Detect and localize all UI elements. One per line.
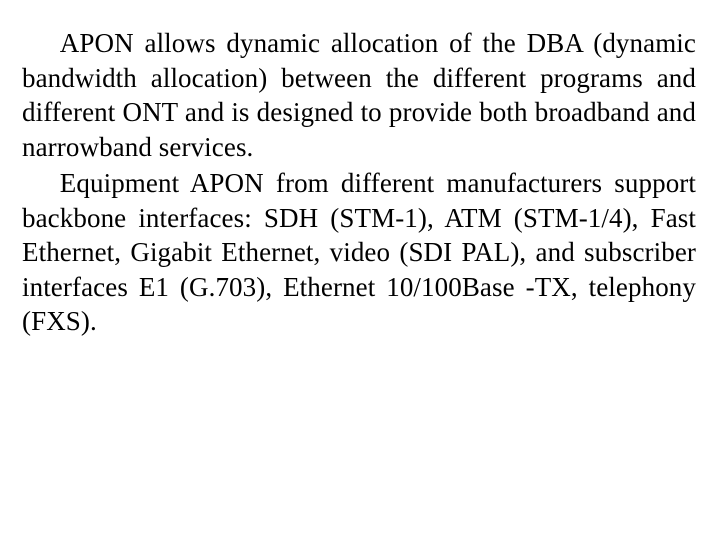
paragraph-2: Equipment APON from different manufactur… (22, 166, 696, 339)
document-page: APON allows dynamic allocation of the DB… (0, 0, 720, 540)
paragraph-1: APON allows dynamic allocation of the DB… (22, 26, 696, 164)
